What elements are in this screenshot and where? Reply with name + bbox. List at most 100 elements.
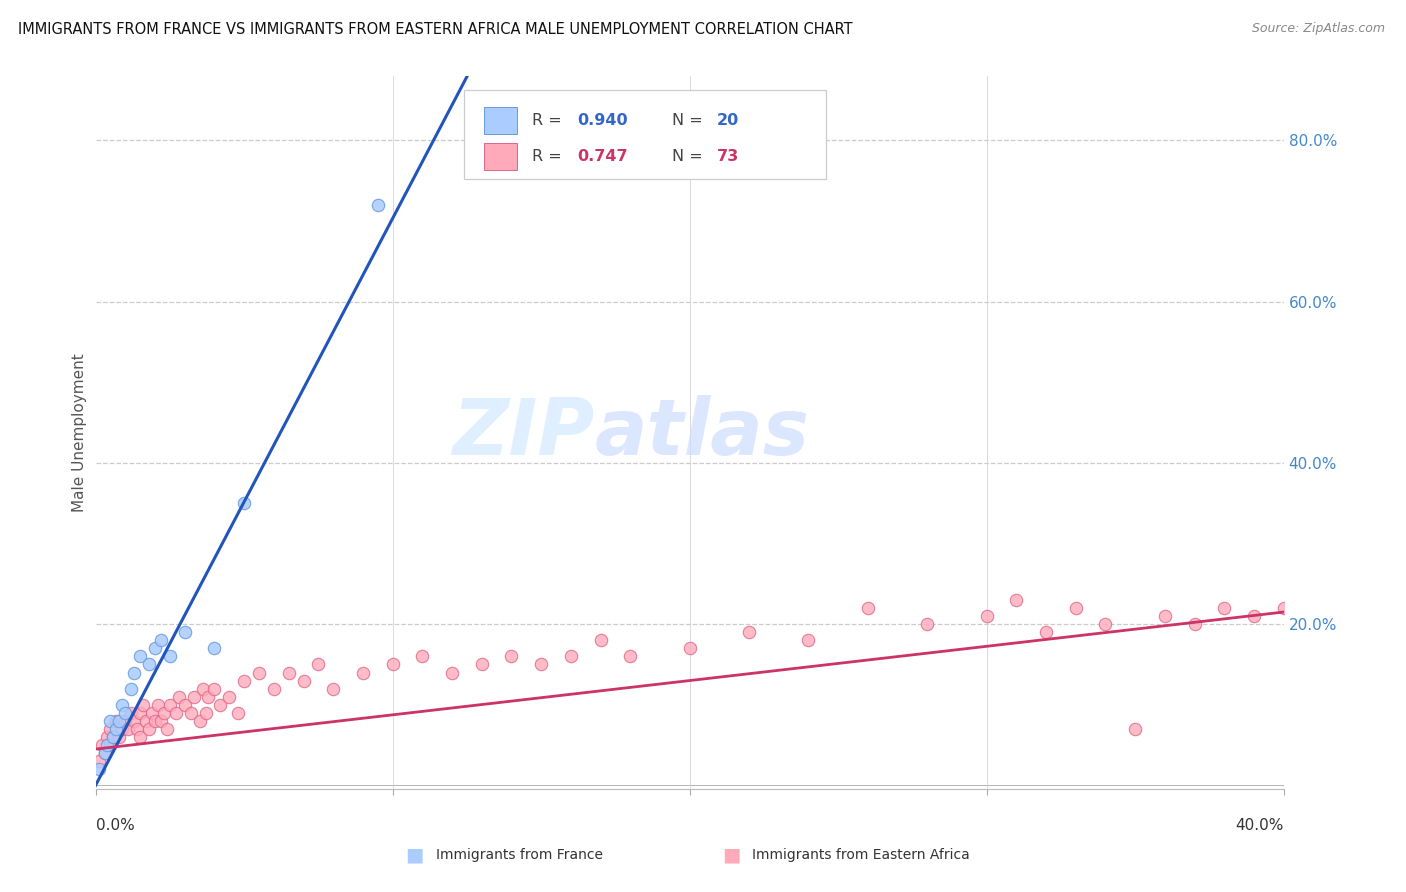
Point	[120, 681, 142, 696]
Point	[122, 714, 145, 728]
Point	[619, 649, 641, 664]
Text: ZIP: ZIP	[453, 394, 595, 471]
Point	[226, 706, 249, 720]
Point	[114, 714, 136, 728]
Text: 0.940: 0.940	[576, 113, 627, 128]
Text: Immigrants from France: Immigrants from France	[436, 847, 603, 862]
Point	[122, 665, 145, 680]
Point	[233, 673, 256, 688]
FancyBboxPatch shape	[484, 143, 517, 170]
Point	[976, 609, 998, 624]
Point	[1272, 601, 1295, 615]
Point	[165, 706, 187, 720]
Point	[471, 657, 494, 672]
Point	[1243, 609, 1265, 624]
Text: Source: ZipAtlas.com: Source: ZipAtlas.com	[1251, 22, 1385, 36]
Point	[93, 746, 115, 760]
Point	[173, 625, 195, 640]
Text: ■: ■	[405, 845, 425, 864]
Point	[153, 706, 176, 720]
Point	[1094, 617, 1116, 632]
Point	[218, 690, 240, 704]
Point	[1035, 625, 1057, 640]
Point	[197, 690, 219, 704]
Point	[204, 681, 226, 696]
Point	[917, 617, 939, 632]
Point	[204, 641, 226, 656]
Point	[1064, 601, 1087, 615]
Point	[149, 633, 172, 648]
Point	[441, 665, 464, 680]
Text: R =: R =	[531, 149, 567, 164]
Point	[856, 601, 879, 615]
Point	[180, 706, 202, 720]
FancyBboxPatch shape	[484, 107, 517, 135]
Point	[108, 714, 131, 728]
Point	[129, 649, 152, 664]
Point	[1184, 617, 1206, 632]
Point	[103, 730, 125, 744]
Point	[247, 665, 270, 680]
Point	[96, 738, 118, 752]
Point	[194, 706, 217, 720]
Point	[105, 722, 128, 736]
Text: N =: N =	[672, 113, 707, 128]
Point	[96, 730, 118, 744]
Point	[191, 681, 214, 696]
Point	[87, 754, 110, 768]
Point	[589, 633, 612, 648]
Point	[129, 706, 152, 720]
Point	[209, 698, 232, 712]
Point	[381, 657, 404, 672]
Point	[120, 706, 142, 720]
Point	[679, 641, 702, 656]
Point	[111, 698, 134, 712]
Point	[1005, 593, 1028, 607]
Point	[501, 649, 523, 664]
Point	[292, 673, 315, 688]
Point	[132, 698, 155, 712]
Point	[100, 722, 122, 736]
Point	[87, 762, 110, 776]
Point	[797, 633, 820, 648]
Text: atlas: atlas	[595, 394, 810, 471]
Point	[322, 681, 344, 696]
Point	[159, 649, 181, 664]
Point	[135, 714, 157, 728]
Point	[233, 496, 256, 510]
Point	[560, 649, 582, 664]
Point	[188, 714, 211, 728]
Point	[143, 641, 166, 656]
Point	[127, 722, 149, 736]
FancyBboxPatch shape	[464, 90, 827, 179]
Text: N =: N =	[672, 149, 707, 164]
Point	[93, 746, 115, 760]
Point	[111, 722, 134, 736]
Point	[1213, 601, 1236, 615]
Point	[277, 665, 299, 680]
Point	[141, 706, 163, 720]
Point	[108, 730, 131, 744]
Point	[307, 657, 329, 672]
Point	[1123, 722, 1146, 736]
Point	[129, 730, 152, 744]
Point	[114, 706, 136, 720]
Point	[173, 698, 195, 712]
Point	[167, 690, 190, 704]
Point	[103, 730, 125, 744]
Point	[411, 649, 433, 664]
Text: R =: R =	[531, 113, 567, 128]
Text: Immigrants from Eastern Africa: Immigrants from Eastern Africa	[752, 847, 970, 862]
Text: 73: 73	[717, 149, 740, 164]
Text: 0.747: 0.747	[576, 149, 627, 164]
Point	[138, 722, 160, 736]
Text: 20: 20	[717, 113, 740, 128]
Text: 40.0%: 40.0%	[1236, 818, 1284, 833]
Point	[90, 738, 112, 752]
Point	[149, 714, 172, 728]
Y-axis label: Male Unemployment: Male Unemployment	[72, 353, 87, 512]
Point	[105, 714, 128, 728]
Point	[143, 714, 166, 728]
Point	[146, 698, 169, 712]
Point	[738, 625, 761, 640]
